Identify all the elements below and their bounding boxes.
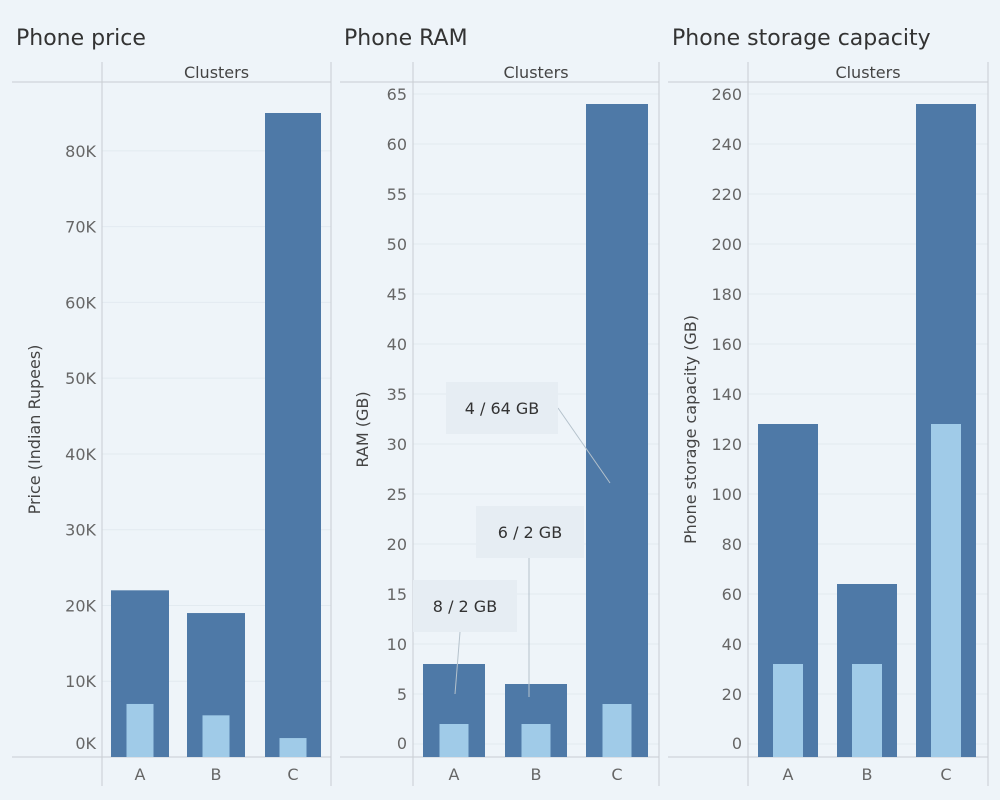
y-tick-label: 20 [387, 535, 407, 554]
price-panel: Phone price Clusters 0K 10K 20K 30K 40K 50K 60K 7… [12, 26, 332, 786]
annotation-box [446, 382, 558, 434]
y-tick-label: 60 [387, 135, 407, 154]
y-axis-label: Price (Indian Rupees) [25, 345, 44, 515]
ram-panel: Phone RAM Clusters 0 5 10 15 20 25 30 35 40 45 50 55 6… [340, 26, 660, 786]
bar-secondary-b [521, 724, 551, 757]
bar-secondary-a [773, 664, 803, 757]
bar-secondary-c [602, 704, 632, 757]
y-tick-label: 100 [711, 485, 742, 504]
column-header: Clusters [503, 63, 568, 82]
y-tick-label: 0 [397, 734, 407, 753]
x-category-label: A [449, 765, 460, 784]
y-tick-label: 140 [711, 385, 742, 404]
y-tick-label: 200 [711, 235, 742, 254]
y-tick-label: 80K [65, 142, 96, 161]
annotation-label: 4 / 64 GB [465, 399, 540, 418]
y-tick-label: 45 [387, 285, 407, 304]
x-category-label: A [783, 765, 794, 784]
x-category-label: C [287, 765, 298, 784]
y-tick-label: 10K [65, 672, 96, 691]
bar-primary-c [265, 113, 321, 757]
column-header: Clusters [835, 63, 900, 82]
y-tick-label: 20K [65, 596, 96, 615]
y-axis-label: RAM (GB) [353, 391, 372, 467]
y-tick-label: 0K [75, 734, 96, 753]
y-tick-label: 65 [387, 85, 407, 104]
y-tick-label: 10 [387, 635, 407, 654]
y-tick-label: 15 [387, 585, 407, 604]
bar-secondary-a [439, 724, 469, 757]
y-axis-label: Phone storage capacity (GB) [681, 315, 700, 544]
x-category-label: C [611, 765, 622, 784]
chart-title: Phone storage capacity [672, 26, 931, 51]
chart-title: Phone price [16, 26, 146, 51]
x-category-label: B [862, 765, 873, 784]
annotation-label: 8 / 2 GB [433, 597, 497, 616]
y-tick-label: 40 [387, 335, 407, 354]
y-tick-label: 240 [711, 135, 742, 154]
y-tick-label: 55 [387, 185, 407, 204]
bar-secondary-b [852, 664, 882, 757]
x-category-label: C [940, 765, 951, 784]
y-tick-label: 70K [65, 218, 96, 237]
y-tick-label: 35 [387, 385, 407, 404]
x-category-label: B [211, 765, 222, 784]
y-tick-label: 60K [65, 293, 96, 312]
y-tick-label: 50K [65, 369, 96, 388]
y-tick-label: 260 [711, 85, 742, 104]
bar-secondary-a [126, 703, 154, 757]
annotation-leader [454, 631, 461, 695]
y-tick-label: 0 [732, 734, 742, 753]
annotation-box [476, 506, 584, 558]
y-tick-label: 80 [722, 535, 742, 554]
y-tick-label: 5 [397, 685, 407, 704]
y-tick-label: 40 [722, 635, 742, 654]
bar-secondary-b [202, 715, 230, 757]
annotation-label: 6 / 2 GB [498, 523, 562, 542]
chart-title: Phone RAM [344, 26, 468, 51]
y-tick-label: 50 [387, 235, 407, 254]
y-tick-label: 25 [387, 485, 407, 504]
bar-primary-c [586, 104, 648, 757]
column-header: Clusters [184, 63, 249, 82]
y-tick-label: 20 [722, 685, 742, 704]
bar-secondary-c [931, 424, 961, 757]
y-tick-label: 30 [387, 435, 407, 454]
y-tick-label: 30K [65, 521, 96, 540]
y-tick-label: 220 [711, 185, 742, 204]
bar-secondary-c [279, 738, 307, 757]
y-tick-label: 160 [711, 335, 742, 354]
annotation-box [413, 580, 517, 632]
x-category-label: B [531, 765, 542, 784]
x-category-label: A [135, 765, 146, 784]
y-tick-label: 40K [65, 445, 96, 464]
y-tick-label: 60 [722, 585, 742, 604]
y-tick-label: 120 [711, 435, 742, 454]
y-tick-label: 180 [711, 285, 742, 304]
storage-panel: Phone storage capacity Clusters 0 20 40 60 80 1… [668, 26, 989, 786]
annotation-leader [557, 407, 611, 484]
